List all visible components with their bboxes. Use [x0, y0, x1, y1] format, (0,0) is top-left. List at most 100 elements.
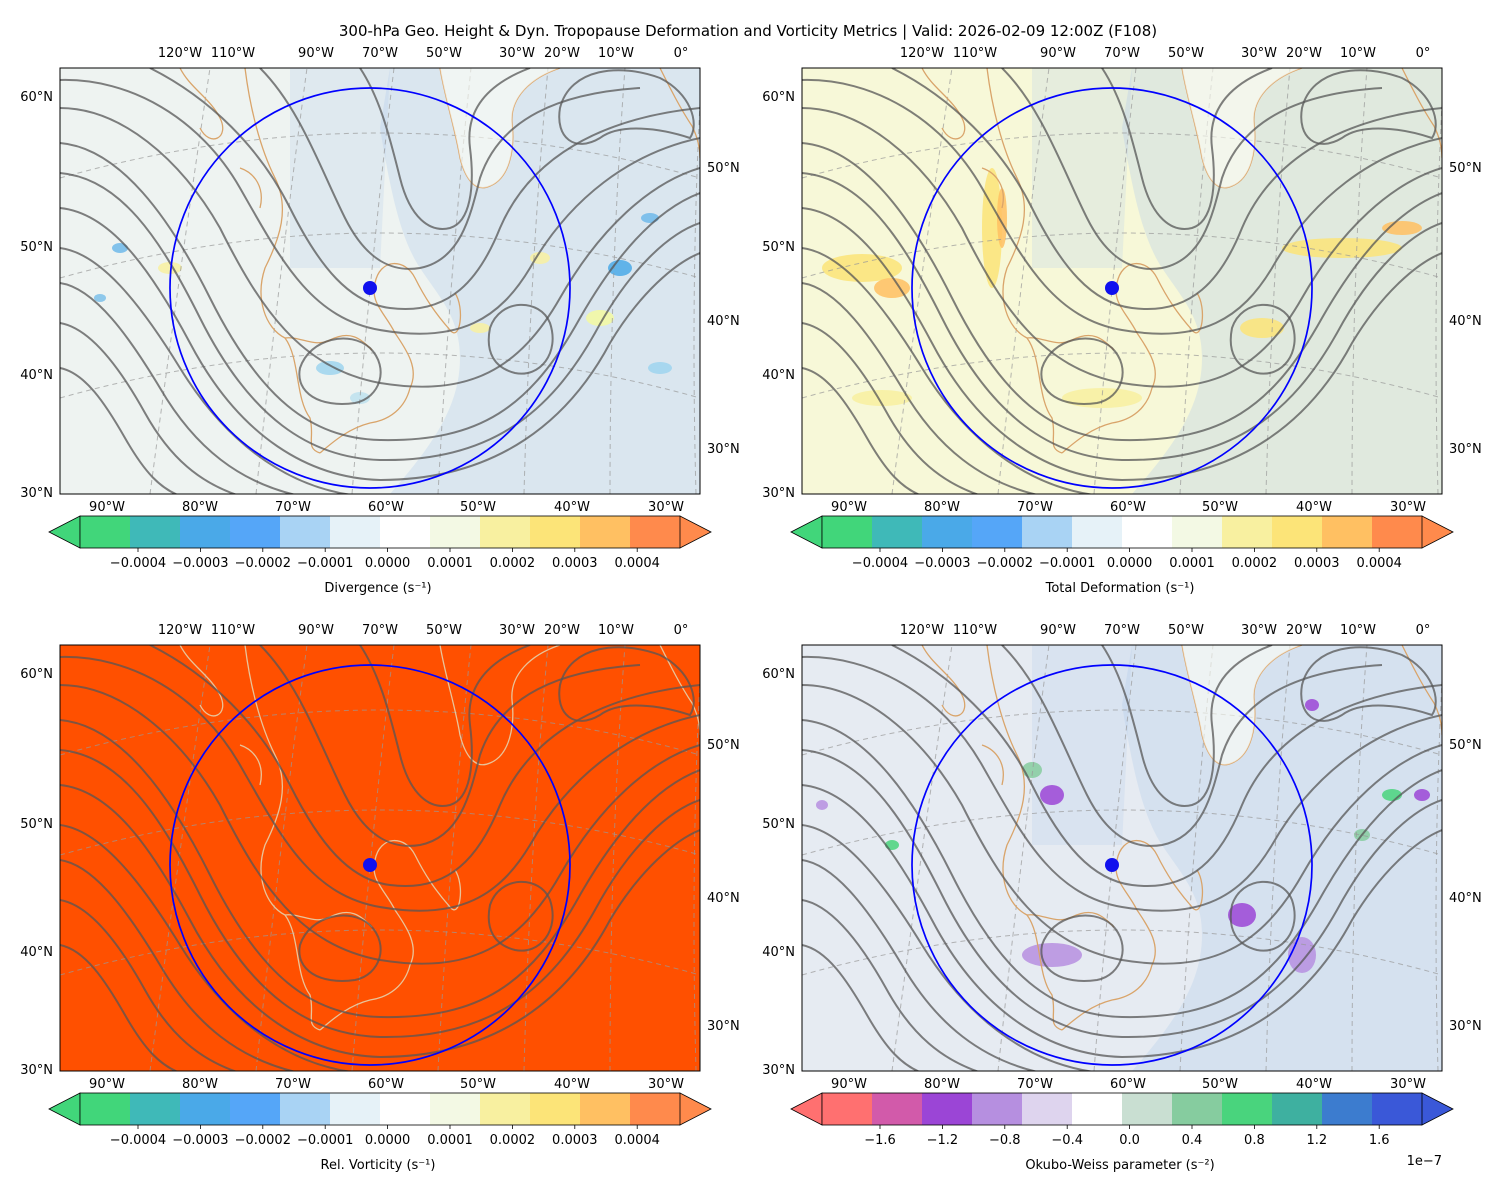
colorbar-extend-low — [48, 515, 81, 549]
colorbar-swatch — [1072, 516, 1123, 548]
graticule-meridian — [1265, 645, 1291, 1071]
height-contour — [259, 645, 641, 847]
colorbar-swatch — [630, 1093, 681, 1125]
colorbar-offset-label: 1e−7 — [1407, 1154, 1442, 1169]
coastline — [1115, 262, 1204, 389]
left-lat-label: 60°N — [762, 667, 795, 682]
colorbar-swatch — [180, 1093, 231, 1125]
colorbar-extend-high — [679, 1092, 712, 1126]
field-feature — [641, 213, 659, 223]
colorbar-swatch — [230, 1093, 281, 1125]
top-lon-label: 70°W — [1104, 623, 1140, 638]
height-contour — [60, 172, 700, 462]
height-contour — [60, 78, 700, 335]
bottom-lon-label: 70°W — [1017, 500, 1053, 515]
colorbar-extend-low — [790, 515, 823, 549]
colorbar-tick-label: −0.8 — [989, 1133, 1021, 1148]
bottom-lon-label: 70°W — [1017, 1077, 1053, 1092]
height-contour — [259, 68, 641, 270]
top-lon-label: 20°W — [544, 46, 580, 61]
greenland — [1182, 68, 1302, 188]
field-feature — [822, 254, 902, 282]
coastline — [1181, 68, 1303, 189]
field-feature — [997, 188, 1007, 248]
height-contour — [1040, 337, 1124, 405]
field-feature — [470, 323, 490, 333]
height-contour — [60, 142, 700, 442]
graticule-meridian — [693, 94, 700, 494]
left-lat-label: 40°N — [762, 368, 795, 383]
colorbar-label: Rel. Vorticity (s⁻¹) — [321, 1158, 436, 1173]
coastline — [239, 744, 262, 786]
colorbar-extend-high — [1421, 515, 1454, 549]
colorbar-divergence: −0.0004 −0.0003 −0.0002 −0.0001 0.0000 0.0001… — [48, 515, 712, 596]
radius-ring — [169, 664, 571, 1066]
top-lon-label: 70°W — [362, 46, 398, 61]
coastline — [179, 645, 224, 717]
greenland — [1182, 645, 1302, 765]
colorbar-swatch — [972, 516, 1023, 548]
field-feature — [316, 361, 344, 375]
colorbar-tick-label: 0.4 — [1182, 1133, 1203, 1148]
bottom-lon-label: 90°W — [831, 500, 867, 515]
height-contour — [802, 282, 1039, 494]
top-lon-label: 110°W — [953, 46, 997, 61]
height-contour — [1300, 646, 1437, 722]
graticule-meridian — [351, 645, 395, 1071]
coastline — [319, 387, 411, 454]
colorbar-tick-label: 0.0001 — [1169, 556, 1215, 571]
top-lon-label: 90°W — [1040, 46, 1076, 61]
top-lon-label: 90°W — [298, 46, 334, 61]
colorbar-tick-label: −0.0002 — [235, 556, 291, 571]
colorbar-tick-label: 0.0000 — [365, 556, 411, 571]
height-contour — [1101, 68, 1273, 230]
map-frame — [59, 67, 701, 495]
colorbar-tick-label: −0.0001 — [1039, 556, 1095, 571]
field-feature — [158, 262, 182, 274]
panel-total-deformation: 120°W 110°W 90°W 70°W 50°W 30°W 20°W 10°W 0° 90°W… — [762, 46, 1482, 596]
top-lon-label: 0° — [1416, 623, 1431, 638]
graticule-meridian — [1093, 645, 1137, 1071]
bottom-lon-label: 90°W — [89, 500, 125, 515]
top-lon-label: 30°W — [499, 46, 535, 61]
right-lat-label: 30°N — [1449, 442, 1482, 457]
colorbar-swatch — [1372, 1093, 1423, 1125]
colorbar-label: Divergence (s⁻¹) — [324, 581, 431, 596]
coastline — [319, 964, 411, 1031]
bottom-lon-label: 30°W — [1390, 1077, 1426, 1092]
coastline — [986, 68, 1063, 454]
bottom-lon-label: 40°W — [554, 500, 590, 515]
coastline — [1115, 839, 1204, 966]
height-contour — [1300, 69, 1437, 145]
graticule-meridian — [1435, 94, 1442, 494]
coastline — [659, 645, 700, 736]
map-relative-vorticity — [60, 645, 700, 1071]
field-background — [60, 645, 700, 1071]
colorbar-swatch — [280, 516, 331, 548]
graticule-meridian — [1351, 645, 1368, 1071]
height-contour — [802, 899, 980, 1071]
height-contour — [802, 367, 920, 494]
coastline — [986, 645, 1063, 1031]
top-lon-label: 0° — [1416, 46, 1431, 61]
graticule-parallel — [802, 929, 1442, 976]
height-contour — [1229, 880, 1296, 952]
height-contour — [802, 859, 1039, 1071]
height-contour — [891, 645, 1442, 888]
graticule-meridian — [437, 645, 472, 1071]
graticule-meridian — [609, 645, 626, 1071]
right-lat-label: 30°N — [707, 1019, 740, 1034]
colorbar-tick-label: 0.0002 — [490, 1133, 536, 1148]
colorbar-swatch — [430, 1093, 481, 1125]
field-feature — [350, 392, 370, 404]
right-lat-label: 50°N — [1449, 161, 1482, 176]
bottom-lon-label: 90°W — [89, 1077, 125, 1092]
left-lat-label: 60°N — [20, 90, 53, 105]
height-contour — [359, 68, 531, 230]
colorbar-swatch — [180, 516, 231, 548]
colorbar-swatch — [822, 1093, 873, 1125]
top-lon-label: 10°W — [1340, 623, 1376, 638]
colorbar-tick-label: −0.0002 — [977, 556, 1033, 571]
left-lat-label: 40°N — [20, 368, 53, 383]
colorbar-label: Okubo-Weiss parameter (s⁻²) — [1025, 1158, 1214, 1173]
